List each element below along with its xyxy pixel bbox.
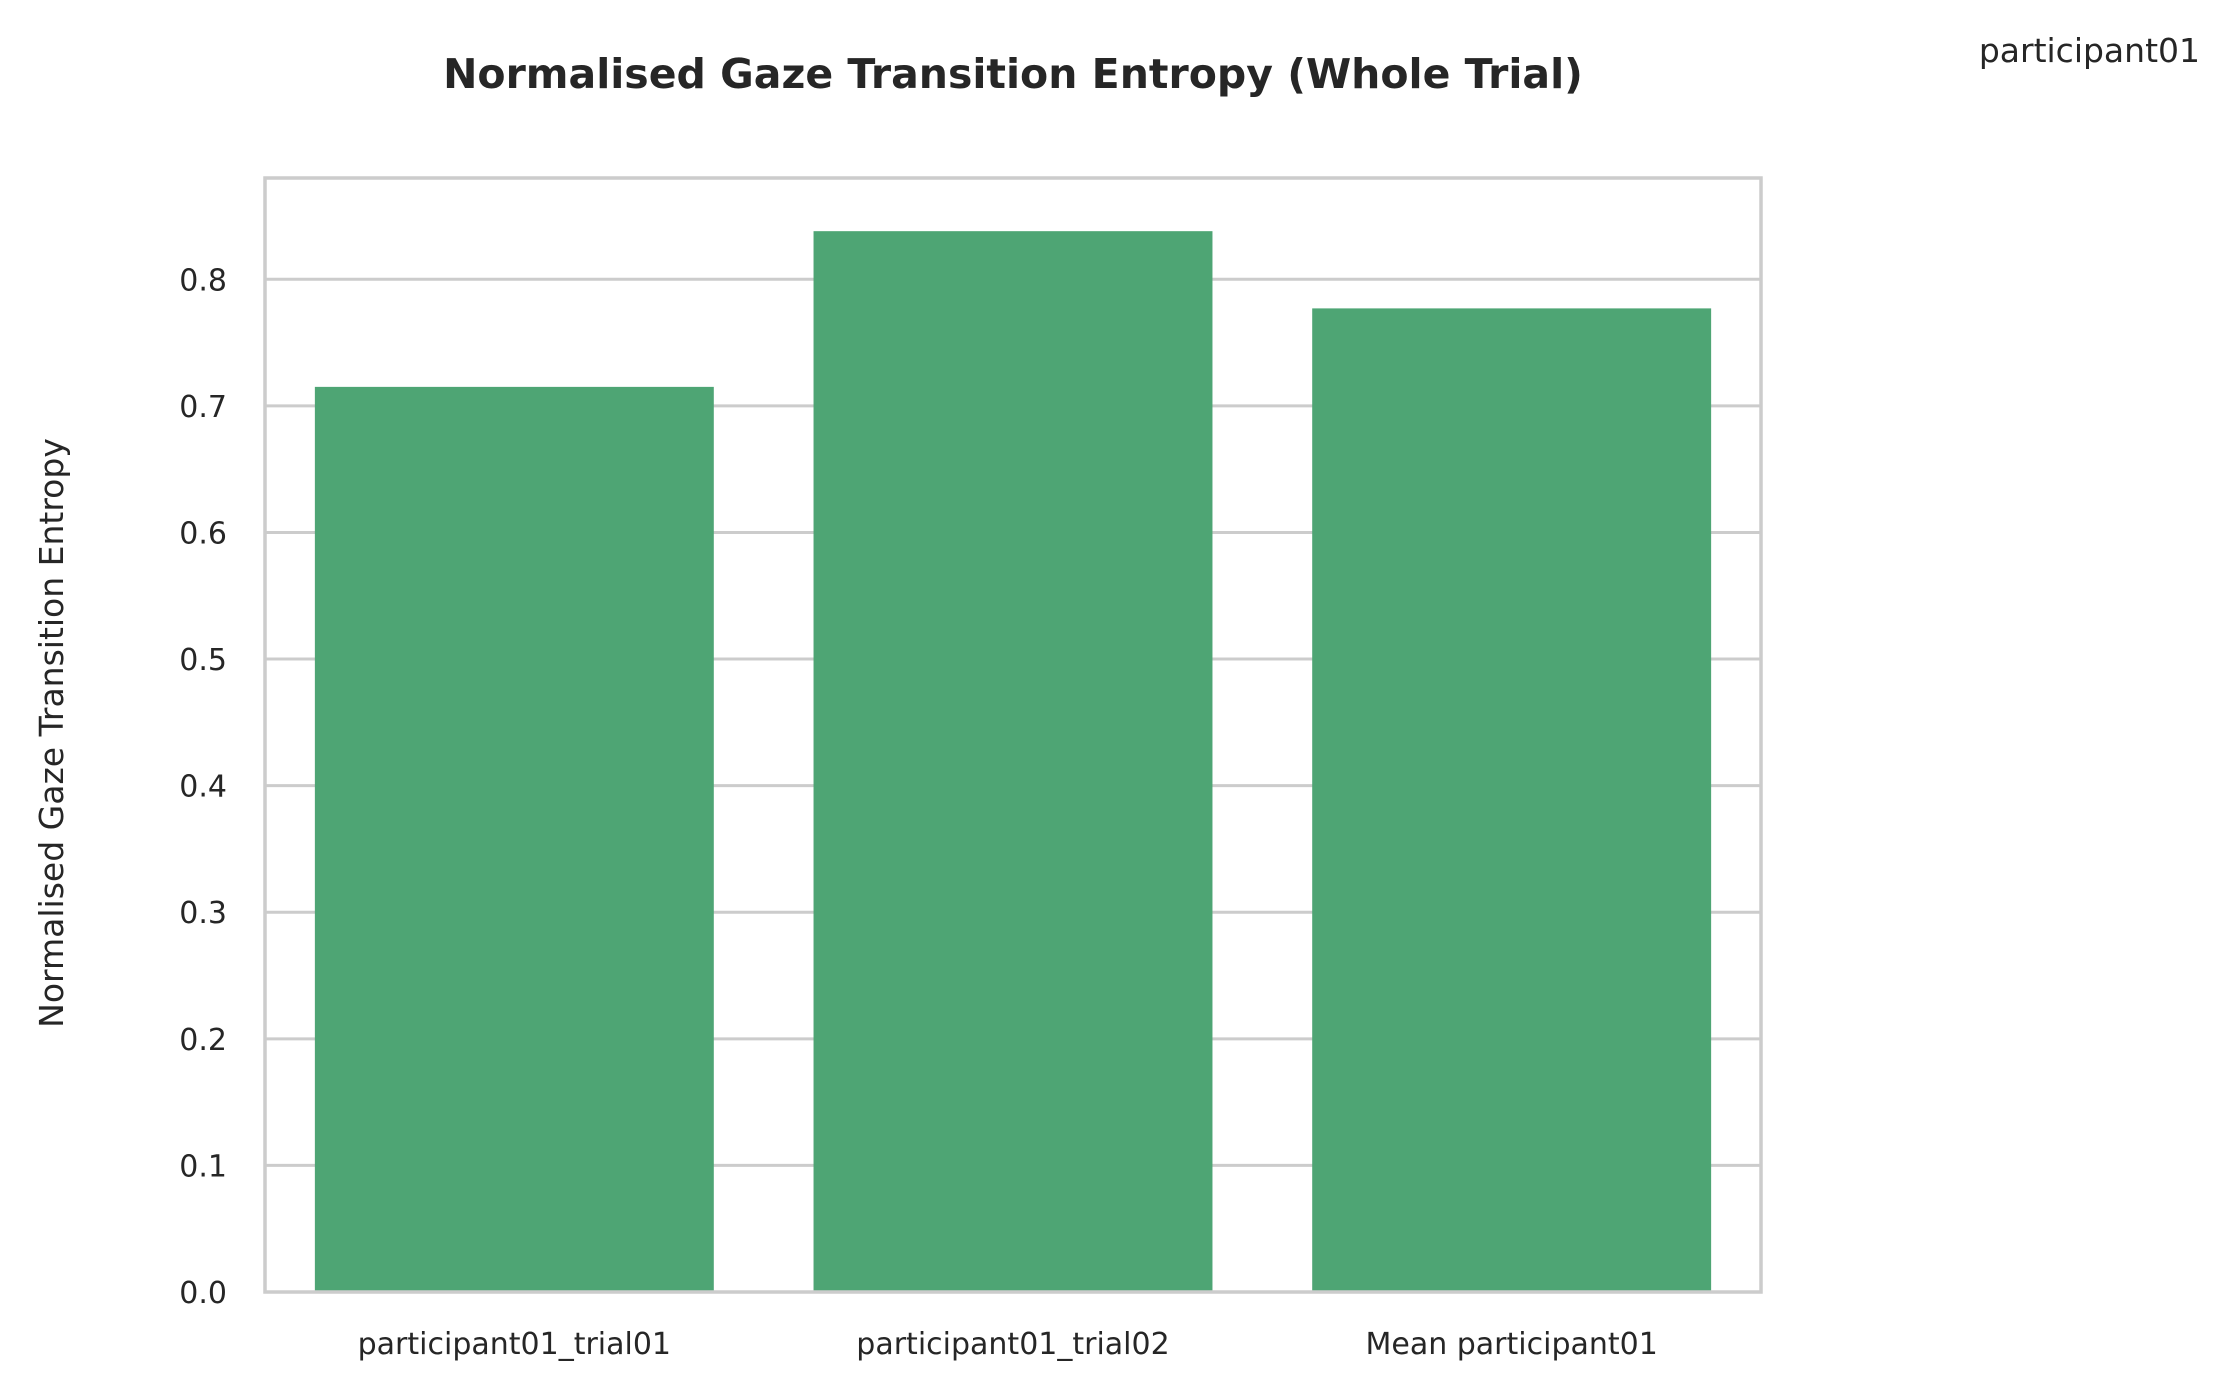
x-tick-label: Mean participant01	[1365, 1327, 1657, 1362]
y-tick-label: 0.5	[179, 643, 227, 678]
y-tick-label: 0.0	[179, 1276, 227, 1311]
bars	[314, 231, 1712, 1292]
bar-1	[314, 386, 714, 1292]
y-tick-label: 0.2	[179, 1023, 227, 1058]
bar-2	[813, 231, 1213, 1292]
y-tick-label: 0.3	[179, 896, 227, 931]
x-axis-ticks: participant01_trial01 participant01_trial…	[358, 1327, 1658, 1362]
plot-frame	[263, 176, 1763, 1294]
y-tick-label: 0.6	[179, 516, 227, 551]
y-tick-label: 0.7	[179, 390, 227, 425]
chart-title: Normalised Gaze Transition Entropy (Whol…	[443, 50, 1583, 98]
bar-3	[1312, 308, 1712, 1292]
x-tick-label: participant01_trial02	[856, 1327, 1169, 1362]
participant-label: participant01	[1979, 31, 2200, 70]
y-tick-label: 0.1	[179, 1149, 227, 1184]
y-axis-label: Normalised Gaze Transition Entropy	[32, 438, 71, 1028]
x-tick-label: participant01_trial01	[358, 1327, 671, 1362]
y-axis-ticks: 0.0 0.1 0.2 0.3 0.4 0.5 0.6 0.7 0.8	[179, 263, 227, 1311]
y-tick-label: 0.4	[179, 770, 227, 805]
y-tick-label: 0.8	[179, 263, 227, 298]
